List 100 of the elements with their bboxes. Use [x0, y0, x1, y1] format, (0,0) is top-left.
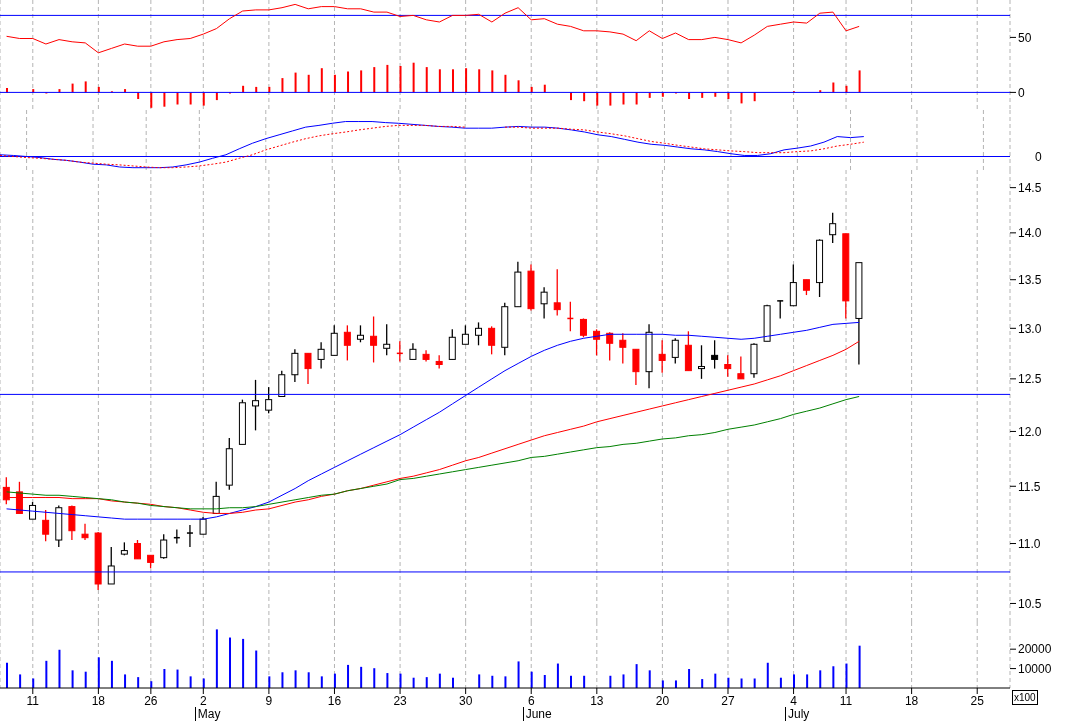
bar	[517, 80, 520, 93]
bar	[189, 676, 192, 688]
bar	[530, 86, 533, 93]
bar	[438, 673, 441, 688]
candlestick	[252, 379, 260, 432]
y-tick-label: 13.5	[1018, 272, 1042, 287]
x-tick-label: 4	[790, 693, 798, 708]
x-tick-label: 18	[91, 693, 106, 708]
candlestick	[606, 331, 614, 362]
bar	[176, 669, 179, 688]
candlestick	[383, 323, 391, 357]
bar	[596, 92, 599, 106]
bar	[189, 92, 192, 105]
bar	[806, 674, 809, 688]
candlestick	[724, 354, 732, 378]
bar	[373, 67, 376, 93]
candlestick	[553, 268, 561, 317]
x-tick-label: 6	[527, 693, 535, 708]
candlestick	[330, 324, 338, 357]
y-tick-label: 14.5	[1018, 180, 1042, 195]
bar	[110, 660, 113, 688]
x-tick-label: 13	[590, 693, 604, 708]
candlestick	[448, 328, 456, 361]
bar	[373, 668, 376, 688]
bar	[793, 674, 796, 688]
x-tick-label: 16	[327, 693, 342, 708]
bar	[858, 645, 861, 688]
bar	[635, 92, 638, 105]
y-tick-label: 14.0	[1018, 226, 1042, 241]
bar	[543, 674, 546, 688]
candlestick	[107, 546, 115, 585]
bar	[386, 673, 389, 688]
candlestick	[540, 286, 548, 320]
bar	[504, 676, 507, 688]
bar	[242, 85, 245, 93]
x-tick-label: 25	[970, 693, 985, 708]
bar	[832, 82, 835, 93]
bar	[281, 78, 284, 93]
bar	[622, 92, 625, 105]
bar	[478, 674, 481, 688]
bar	[478, 69, 481, 93]
candlestick	[737, 355, 745, 380]
bar	[163, 92, 166, 107]
bar	[556, 663, 559, 688]
bar	[714, 673, 717, 688]
bar	[360, 70, 363, 93]
y-tick-label: 12.0	[1018, 424, 1042, 439]
y-tick-label: 11.0	[1018, 536, 1041, 551]
bar	[71, 670, 74, 688]
bar	[635, 664, 638, 688]
y-tick-label: 10000	[1018, 661, 1052, 676]
bar	[347, 71, 350, 93]
y-tick-label: 11.5	[1018, 479, 1041, 494]
bar	[320, 676, 323, 688]
candlestick	[42, 509, 50, 542]
y-tick-label: 0	[1018, 85, 1025, 100]
bar	[845, 663, 848, 688]
candlestick	[278, 369, 286, 398]
bar	[491, 70, 494, 93]
candlestick	[619, 332, 627, 365]
bar	[97, 657, 100, 688]
bar	[255, 650, 258, 688]
bar	[228, 637, 231, 688]
x-tick-label: 18	[904, 693, 919, 708]
bar	[399, 66, 402, 93]
bar	[150, 92, 153, 108]
y-tick-label: 20000	[1018, 642, 1052, 657]
candlestick	[658, 339, 666, 374]
y-tick-label: 50	[1018, 30, 1032, 45]
x-tick-label: 20	[655, 693, 670, 708]
candlestick	[160, 533, 168, 560]
bar	[294, 72, 297, 93]
bar	[583, 675, 586, 688]
candlestick	[370, 315, 378, 364]
bar	[819, 670, 822, 688]
bar	[858, 70, 861, 93]
bar	[333, 673, 336, 688]
bar	[307, 672, 310, 688]
bar	[688, 668, 691, 688]
candlestick	[632, 348, 640, 386]
bar	[740, 92, 743, 104]
bar	[347, 664, 350, 688]
x-tick-label: 26	[144, 693, 158, 708]
bar	[268, 86, 271, 93]
bar	[360, 666, 363, 688]
bar	[176, 92, 179, 105]
bar	[832, 666, 835, 688]
bar	[333, 74, 336, 93]
x-tick-label: 11	[26, 693, 40, 708]
bar	[609, 92, 612, 106]
bar	[491, 675, 494, 688]
bar	[622, 674, 625, 688]
bar	[19, 674, 22, 688]
bar	[84, 671, 87, 688]
candlestick	[711, 339, 719, 370]
bar	[504, 74, 507, 93]
text: July	[785, 707, 810, 721]
text: May	[194, 707, 221, 721]
bar	[399, 673, 402, 688]
bar	[845, 85, 848, 93]
